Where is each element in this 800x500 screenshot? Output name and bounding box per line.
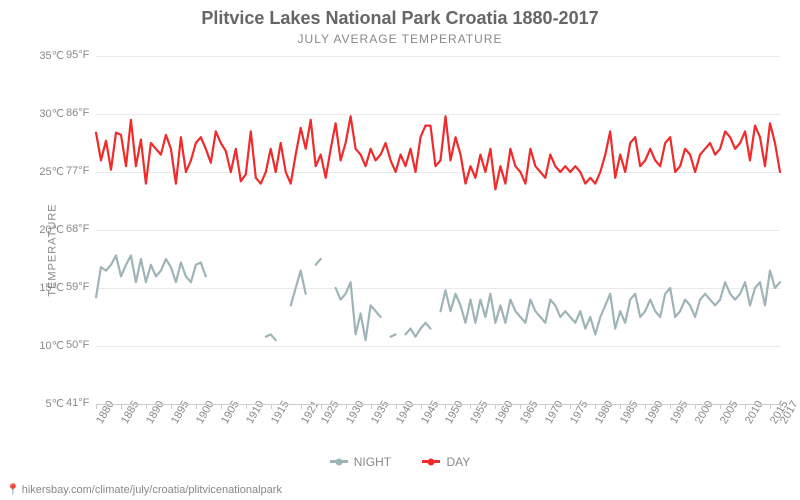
legend-day-swatch <box>422 460 440 463</box>
series-night-line <box>336 282 381 340</box>
series-night-line <box>316 259 321 265</box>
series-night-line <box>96 256 206 298</box>
pin-icon: 📍 <box>6 484 20 496</box>
legend: NIGHT DAY <box>0 452 800 469</box>
legend-night: NIGHT <box>330 455 391 469</box>
source-url: hikersbay.com/climate/july/croatia/plitv… <box>22 484 282 496</box>
plot-area <box>0 0 800 500</box>
legend-night-label: NIGHT <box>354 455 391 469</box>
series-night-line <box>391 334 396 336</box>
source-footer: 📍hikersbay.com/climate/july/croatia/plit… <box>6 483 282 496</box>
series-night-line <box>291 271 306 306</box>
series-day-line <box>96 116 780 189</box>
temperature-chart: Plitvice Lakes National Park Croatia 188… <box>0 0 800 500</box>
series-night-line <box>266 334 276 340</box>
series-night-line <box>406 323 431 337</box>
legend-day-label: DAY <box>446 455 470 469</box>
series-night-line <box>441 271 781 335</box>
legend-night-swatch <box>330 460 348 463</box>
legend-day: DAY <box>422 455 470 469</box>
